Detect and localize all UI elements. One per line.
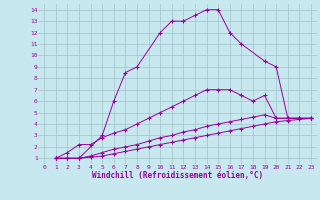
X-axis label: Windchill (Refroidissement éolien,°C): Windchill (Refroidissement éolien,°C): [92, 171, 263, 180]
